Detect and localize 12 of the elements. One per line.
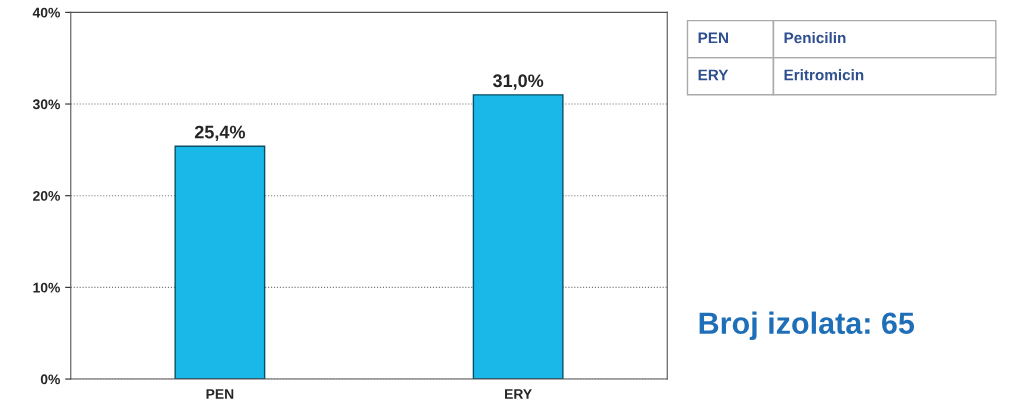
text: Eritromicin [784,69,864,81]
text: Penicilin [784,32,846,44]
data-label: 25,4% [194,125,246,142]
text: PEN [698,32,728,44]
text: ERY [698,69,729,81]
y-tick-label: 20% [33,191,60,201]
text: Broj izolata: 65 [699,311,915,341]
data-label: 31,0% [492,74,544,90]
y-tick-label: 30% [32,99,60,110]
y-tick-label: 10% [33,282,60,293]
y-tick-label: 0% [40,374,60,385]
y-tick-label: 40% [32,7,60,18]
